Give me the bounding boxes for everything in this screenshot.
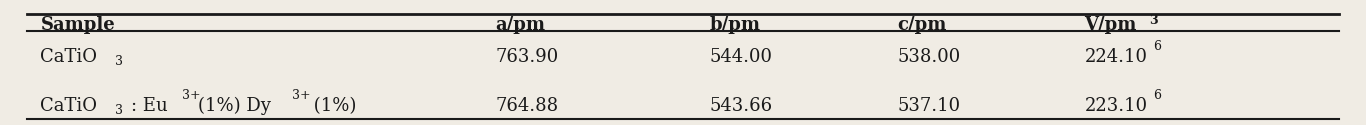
Text: 544.00: 544.00 (710, 48, 773, 66)
Text: 3: 3 (115, 55, 123, 68)
Text: b/pm: b/pm (710, 16, 761, 34)
Text: V/pm: V/pm (1085, 16, 1137, 34)
Text: Sample: Sample (41, 16, 115, 34)
Text: CaTiO: CaTiO (41, 48, 97, 66)
Text: 3: 3 (1149, 14, 1157, 26)
Text: 3+: 3+ (182, 90, 201, 102)
Text: 538.00: 538.00 (897, 48, 960, 66)
Text: 764.88: 764.88 (496, 97, 559, 115)
Text: 3+: 3+ (292, 90, 310, 102)
Text: 6: 6 (1153, 90, 1161, 102)
Text: a/pm: a/pm (496, 16, 545, 34)
Text: 763.90: 763.90 (496, 48, 559, 66)
Text: 223.10: 223.10 (1085, 97, 1147, 115)
Text: 3: 3 (115, 104, 123, 117)
Text: (1%) Dy: (1%) Dy (198, 97, 272, 115)
Text: CaTiO: CaTiO (41, 97, 97, 115)
Text: c/pm: c/pm (897, 16, 947, 34)
Text: 224.10: 224.10 (1085, 48, 1147, 66)
Text: (1%): (1%) (309, 97, 357, 115)
Text: : Eu: : Eu (131, 97, 168, 115)
Text: 6: 6 (1153, 40, 1161, 54)
Text: 543.66: 543.66 (710, 97, 773, 115)
Text: 537.10: 537.10 (897, 97, 960, 115)
